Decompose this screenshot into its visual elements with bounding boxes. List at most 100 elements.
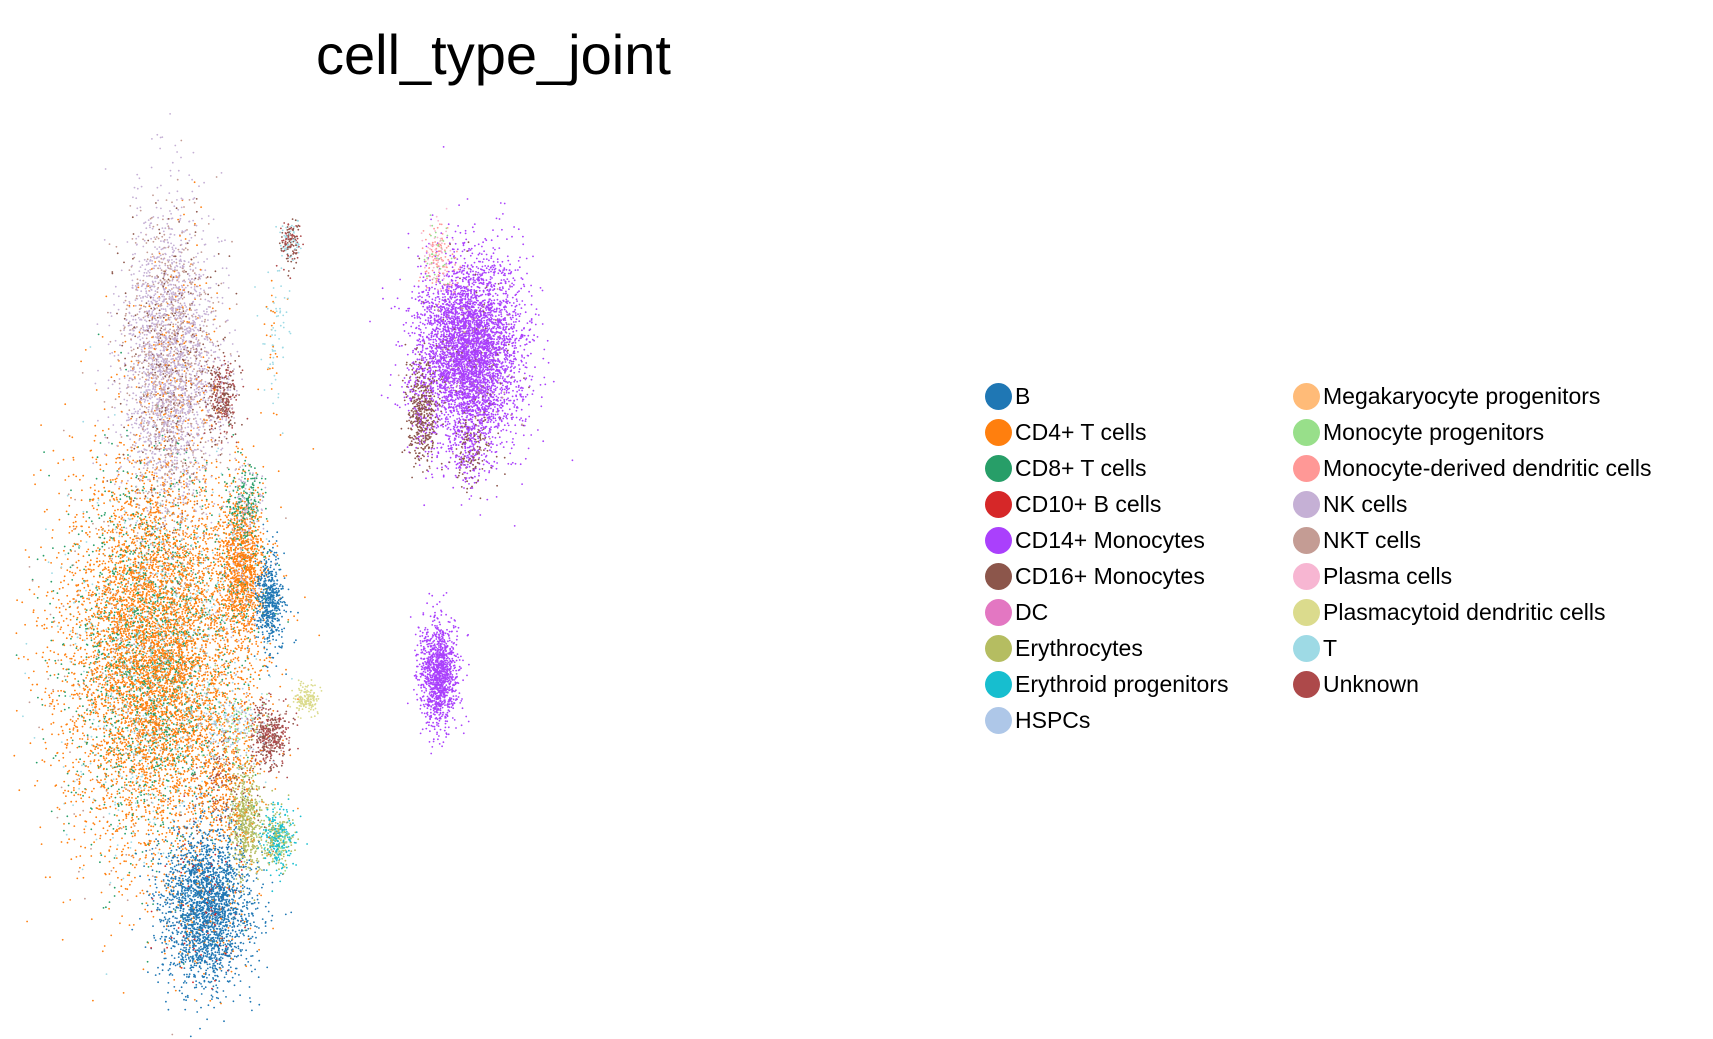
cell-point [178,961,181,964]
cell-point [116,790,119,793]
cell-point [207,764,210,767]
cell-point [110,717,113,720]
cell-point [211,836,214,839]
cell-point [202,593,205,596]
cell-point [118,569,121,572]
cell-point [265,657,268,660]
cell-point [157,522,160,525]
cell-point [107,586,109,589]
cell-point [141,687,144,690]
cell-point [108,760,110,762]
cell-point [103,725,106,728]
cell-point [96,630,99,633]
cell-point [122,596,125,599]
cell-point [46,508,48,511]
cell-point [135,607,138,610]
cell-point [105,724,108,727]
cell-point [235,459,238,461]
cell-point [162,852,165,855]
cell-point [203,655,205,657]
cell-point [131,788,134,790]
cell-point [131,517,134,520]
cell-point [218,548,221,551]
cell-point [185,709,188,711]
cell-point [60,725,63,728]
cell-point [109,583,112,586]
cell-point [123,510,126,513]
cell-point [195,660,198,662]
cell-point [169,851,172,854]
cell-point [57,653,60,656]
cell-point [209,627,212,629]
cell-point [108,825,111,827]
cell-point [192,763,195,765]
cell-point [123,661,126,664]
cell-point [202,767,205,770]
cell-point [91,583,94,586]
cell-point [70,736,73,739]
cell-point [98,708,101,710]
cell-point [132,756,135,759]
cell-point [79,738,81,740]
cell-point [170,800,172,803]
cell-point [146,690,149,693]
cell-point [105,757,108,760]
cell-point [81,790,84,793]
cell-point [119,637,122,640]
cell-point [221,664,224,667]
cell-point [60,563,63,565]
cell-point [117,608,119,611]
cell-point [110,689,113,692]
cell-point [199,704,202,707]
cell-point [211,514,213,517]
cell-point [212,567,215,570]
cell-point [140,653,143,655]
cell-point [214,710,217,713]
cell-point [103,502,105,505]
cell-point [216,676,219,678]
cell-point [181,730,184,733]
cell-point [113,886,116,889]
cell-point [200,750,203,753]
cell-point [129,553,132,555]
cell-point [196,532,198,534]
cell-point [197,541,199,543]
cell-point [72,733,74,735]
cell-point [118,501,120,503]
cell-point [135,764,138,767]
cell-point [203,574,205,577]
cell-point [101,534,104,536]
cell-point [205,478,207,481]
cell-point [95,585,98,587]
cell-point [111,546,113,549]
cell-point [102,686,105,689]
cell-point [137,737,140,740]
cell-point [222,709,225,712]
cell-point [104,759,106,761]
cell-point [163,640,166,643]
cell-point [77,553,80,556]
cell-point [117,699,119,702]
cell-point [93,672,96,675]
cell-point [152,774,155,777]
cell-point [44,741,47,744]
cell-point [215,466,218,469]
cell-point [70,800,73,803]
cell-point [174,762,177,765]
cell-point [105,729,108,732]
cell-point [177,515,180,518]
cell-point [15,654,18,656]
cell-point [165,832,168,834]
cell-point [117,681,120,684]
cell-point [127,621,130,624]
cell-point [62,792,65,794]
cell-point [190,616,193,618]
cell-point [69,660,72,663]
cell-point [139,634,142,637]
cell-point [130,792,133,794]
cell-point [171,818,174,821]
cell-point [169,541,171,544]
cell-point [48,658,51,661]
cell-point [66,558,69,560]
cell-point [158,538,161,541]
